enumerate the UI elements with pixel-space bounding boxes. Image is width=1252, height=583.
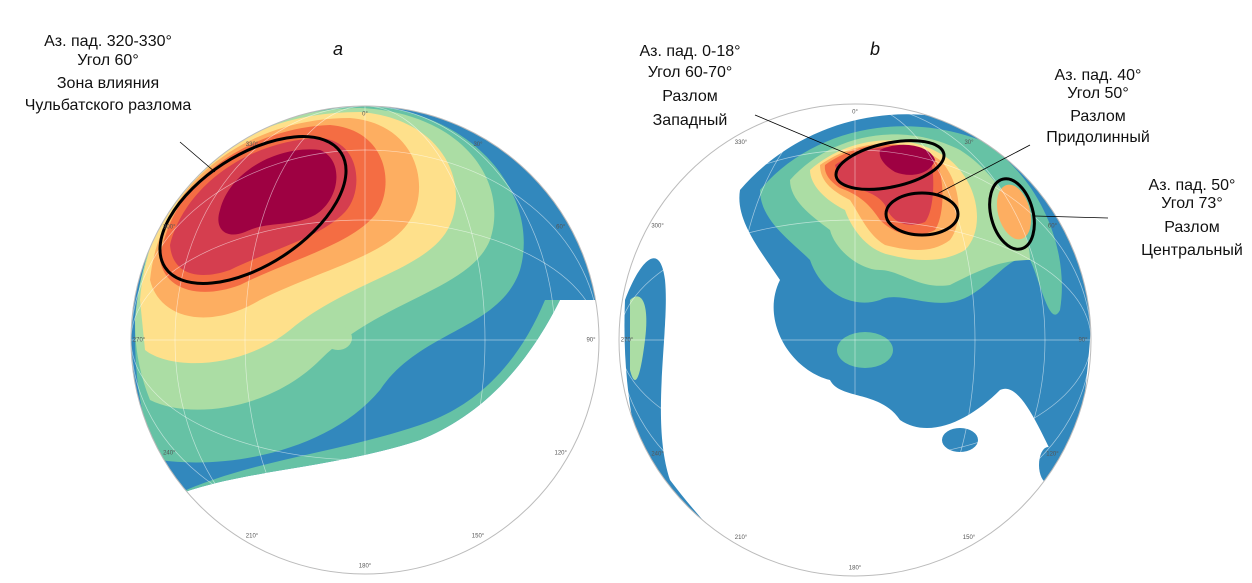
net-outline [130,105,600,575]
highlight-ellipse [158,135,348,285]
azimuth-label: 0° [852,110,858,116]
annotation: Аз. пад. 40° Угол 50° Разлом Придолинный [1046,67,1150,146]
annotation-line: Угол 73° [1161,195,1222,212]
annotation: Аз. пад. 320-330° Угол 60° Зона влияния … [25,33,192,114]
azimuth-label: 210° [246,533,259,539]
azimuth-label: 60° [1048,224,1058,230]
annotation-line: Аз. пад. 0-18° [639,43,740,60]
azimuth-label: 90° [1078,338,1088,344]
leader-line [754,114,851,156]
annotation-line: Центральный [1141,242,1243,259]
panel-label: a [333,39,343,59]
azimuth-label: 150° [472,533,485,539]
leader-line [1034,215,1109,219]
leader-line [934,144,1031,196]
azimuth-label: 150° [963,535,976,541]
azimuth-label: 240° [163,451,176,457]
azimuth-label: 270° [133,338,146,344]
net-outline [618,103,1092,577]
annotation: Аз. пад. 50° Угол 73° Разлом Центральный [1141,177,1243,259]
leader-line [179,141,216,173]
annotation-line: Разлом [1164,219,1219,236]
annotation-line: Аз. пад. 50° [1149,177,1236,194]
azimuth-label: 300° [163,225,176,231]
azimuth-label: 120° [555,451,568,457]
stereonet-b [619,104,1091,576]
annotation-line: Разлом [1070,108,1125,125]
azimuth-label: 60° [556,225,566,231]
azimuth-label: 120° [1046,452,1059,458]
annotation-line: Разлом [662,88,717,105]
stereonet-a [131,106,599,574]
annotation: Аз. пад. 0-18° Угол 60-70° Разлом Западн… [639,43,740,129]
azimuth-label: 330° [735,140,748,146]
annotation-line: Чульбатского разлома [25,97,192,114]
azimuth-label: 210° [735,535,748,541]
highlight-ellipse [988,177,1036,251]
azimuth-label: 30° [473,142,483,148]
azimuth-label: 270° [621,338,634,344]
annotation-line: Угол 50° [1067,85,1128,102]
highlight-ellipse [884,191,960,237]
azimuth-label: 180° [359,564,372,570]
panel-label: b [870,39,880,59]
azimuth-label: 180° [849,566,862,572]
azimuth-label: 300° [651,224,664,230]
azimuth-label: 0° [362,112,368,118]
annotation-line: Придолинный [1046,129,1150,146]
annotation-line: Западный [653,112,728,129]
annotation-line: Угол 60-70° [648,64,733,81]
azimuth-label: 30° [964,140,974,146]
annotation-line: Зона влияния [57,75,159,92]
azimuth-label: 240° [651,452,664,458]
highlight-ellipse [834,139,946,191]
azimuth-label: 90° [586,338,596,344]
annotation-line: Угол 60° [77,52,138,69]
azimuth-label: 330° [246,142,259,148]
annotation-line: Аз. пад. 320-330° [44,33,172,50]
annotation-line: Аз. пад. 40° [1055,67,1142,84]
